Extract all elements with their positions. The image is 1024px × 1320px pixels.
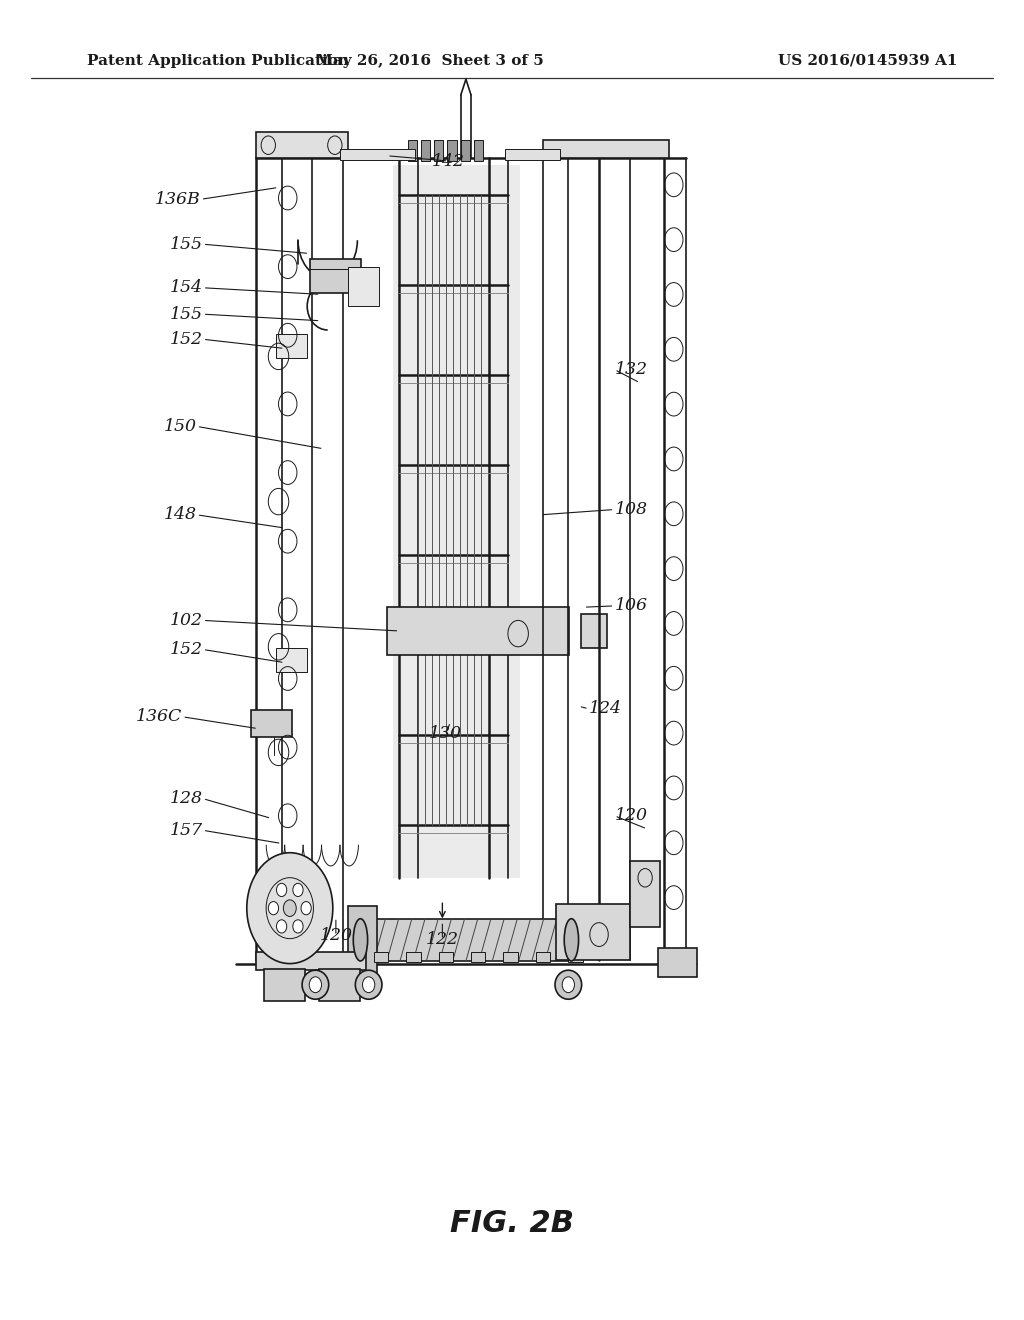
- Bar: [474, 140, 483, 161]
- Bar: [264, 969, 305, 1001]
- Bar: [505, 149, 560, 160]
- Text: 157: 157: [170, 822, 203, 838]
- Bar: [461, 140, 470, 161]
- Circle shape: [309, 977, 322, 993]
- Bar: [658, 948, 697, 977]
- Text: 148: 148: [164, 507, 197, 523]
- Bar: [340, 149, 415, 160]
- Text: 108: 108: [614, 502, 647, 517]
- Circle shape: [247, 853, 333, 964]
- Bar: [256, 132, 348, 158]
- Text: May 26, 2016  Sheet 3 of 5: May 26, 2016 Sheet 3 of 5: [316, 54, 544, 67]
- Bar: [360, 919, 571, 961]
- Bar: [251, 710, 292, 737]
- Text: 152: 152: [170, 642, 203, 657]
- Bar: [581, 614, 607, 648]
- Text: 142: 142: [432, 153, 465, 169]
- Bar: [421, 140, 430, 161]
- Ellipse shape: [564, 919, 579, 961]
- Bar: [504, 952, 518, 962]
- Circle shape: [268, 902, 279, 915]
- Text: 122: 122: [426, 932, 459, 948]
- Text: 130: 130: [429, 726, 462, 742]
- Bar: [447, 140, 457, 161]
- Text: 128: 128: [170, 791, 203, 807]
- Text: 155: 155: [170, 306, 203, 322]
- Bar: [310, 259, 361, 293]
- Bar: [408, 140, 417, 161]
- Bar: [471, 952, 485, 962]
- Text: 154: 154: [170, 280, 203, 296]
- Text: 102: 102: [170, 612, 203, 628]
- Circle shape: [362, 977, 375, 993]
- Text: 120: 120: [319, 928, 352, 944]
- Text: US 2016/0145939 A1: US 2016/0145939 A1: [778, 54, 957, 67]
- Circle shape: [301, 902, 311, 915]
- Ellipse shape: [302, 970, 329, 999]
- Bar: [568, 952, 583, 962]
- Circle shape: [276, 920, 287, 933]
- Bar: [630, 861, 660, 927]
- Text: 120: 120: [614, 808, 647, 824]
- Text: 136C: 136C: [136, 709, 182, 725]
- Bar: [434, 140, 443, 161]
- Bar: [256, 952, 366, 970]
- Text: 136B: 136B: [155, 191, 201, 207]
- Bar: [276, 334, 307, 358]
- Bar: [438, 952, 453, 962]
- Bar: [393, 165, 520, 878]
- Bar: [319, 969, 360, 1001]
- Circle shape: [284, 900, 296, 916]
- Bar: [556, 904, 630, 960]
- Ellipse shape: [353, 919, 368, 961]
- Bar: [407, 952, 421, 962]
- Ellipse shape: [355, 970, 382, 999]
- Bar: [543, 140, 669, 158]
- Text: 124: 124: [589, 701, 622, 717]
- Text: 152: 152: [170, 331, 203, 347]
- Bar: [374, 952, 388, 962]
- Ellipse shape: [555, 970, 582, 999]
- Circle shape: [276, 883, 287, 896]
- Bar: [536, 952, 550, 962]
- Bar: [276, 648, 307, 672]
- Text: Patent Application Publication: Patent Application Publication: [87, 54, 349, 67]
- Text: FIG. 2B: FIG. 2B: [450, 1209, 574, 1238]
- Text: 150: 150: [164, 418, 197, 434]
- Bar: [348, 267, 379, 306]
- Circle shape: [293, 883, 303, 896]
- Bar: [348, 906, 377, 974]
- Text: 155: 155: [170, 236, 203, 252]
- Text: 106: 106: [614, 598, 647, 614]
- Circle shape: [293, 920, 303, 933]
- Bar: [387, 607, 569, 655]
- Text: 132: 132: [614, 362, 647, 378]
- Circle shape: [562, 977, 574, 993]
